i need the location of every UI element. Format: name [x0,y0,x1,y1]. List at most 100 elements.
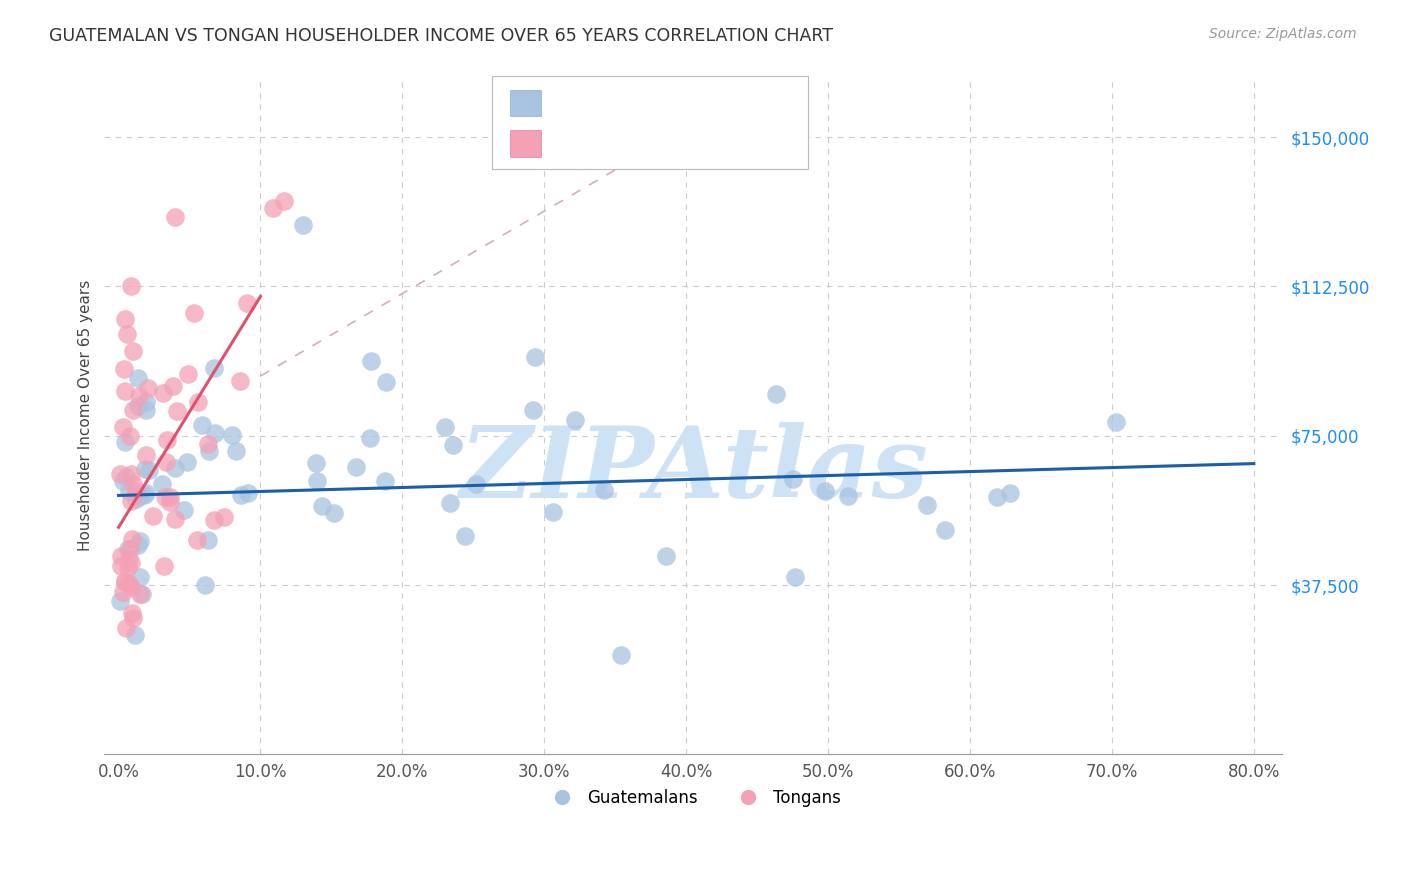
Point [135,448,157,462]
Point [114,575,136,590]
Point [307,474,329,488]
Point [120,279,142,293]
Point [782,472,804,486]
Point [522,402,544,417]
Point [183,306,205,320]
Point [194,578,217,592]
Point [117,326,139,341]
Point [128,587,150,601]
Point [163,461,186,475]
Point [322,506,344,520]
Point [112,361,135,376]
Point [142,509,165,524]
Point [127,370,149,384]
Point [159,490,181,504]
Point [115,621,138,635]
Point [915,498,938,512]
Point [129,489,152,503]
Point [173,503,195,517]
Point [114,384,136,398]
Point [118,552,141,566]
Text: N =: N = [651,94,699,112]
Point [814,484,837,499]
Text: R =: R = [550,94,586,112]
Y-axis label: Householder Income Over 65 years: Householder Income Over 65 years [79,280,93,551]
Point [524,351,547,365]
Point [127,399,149,413]
Point [292,218,315,232]
Point [464,476,486,491]
Point [153,491,176,505]
Point [934,523,956,537]
Point [110,467,132,482]
Point [190,418,212,433]
Point [375,375,398,389]
Point [125,483,148,498]
Point [110,549,132,564]
Point [162,378,184,392]
Point [111,474,134,488]
Point [202,360,225,375]
Point [128,389,150,403]
Point [453,529,475,543]
Point [129,534,152,549]
Point [125,492,148,507]
Point [120,556,142,570]
Point [236,295,259,310]
Point [592,483,614,497]
Point [114,434,136,449]
Point [439,496,461,510]
Point [273,194,295,209]
Text: 67: 67 [714,94,737,112]
Point [229,374,252,388]
Point [122,402,145,417]
Point [166,404,188,418]
Point [221,428,243,442]
Point [373,474,395,488]
Legend: Guatemalans, Tongans: Guatemalans, Tongans [538,782,848,814]
Point [117,541,139,556]
Point [131,587,153,601]
Text: 0.361: 0.361 [595,135,647,153]
Point [441,438,464,452]
Point [238,486,260,500]
Point [150,476,173,491]
Point [121,532,143,546]
Point [114,312,136,326]
Point [197,437,219,451]
Text: GUATEMALAN VS TONGAN HOUSEHOLDER INCOME OVER 65 YEARS CORRELATION CHART: GUATEMALAN VS TONGAN HOUSEHOLDER INCOME … [49,27,834,45]
Point [136,380,159,394]
Point [197,533,219,548]
Point [262,201,284,215]
Point [122,476,145,491]
Point [153,558,176,573]
Point [111,420,134,434]
Point [117,484,139,499]
Point [765,387,787,401]
Point [120,580,142,594]
Point [110,593,132,607]
Point [186,533,208,547]
Point [177,368,200,382]
Text: ZIPAtlas: ZIPAtlas [458,422,928,518]
Point [117,560,139,574]
Point [229,488,252,502]
Point [121,344,143,359]
Point [114,470,136,484]
Point [124,628,146,642]
Point [541,505,564,519]
Point [202,512,225,526]
Point [344,460,367,475]
Point [114,574,136,589]
Point [187,394,209,409]
Point [564,413,586,427]
Point [120,467,142,482]
Point [434,420,457,434]
Point [204,425,226,440]
Point [120,494,142,508]
Point [165,210,187,224]
Point [311,500,333,514]
Point [360,354,382,368]
Point [155,455,177,469]
Point [198,444,221,458]
